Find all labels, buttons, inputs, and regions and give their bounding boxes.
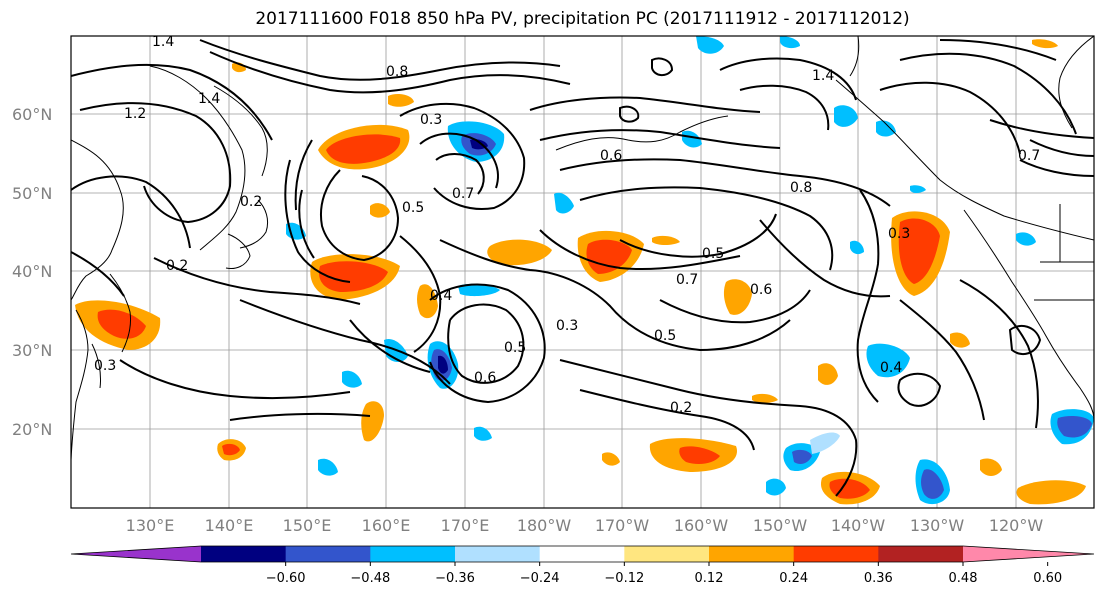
colorbar-tick-label: −0.36 bbox=[435, 571, 475, 586]
svg-text:1.2: 1.2 bbox=[124, 106, 146, 122]
svg-text:180°W: 180°W bbox=[517, 516, 572, 535]
svg-text:1.4: 1.4 bbox=[198, 91, 220, 107]
contour-labels: 1.4 1.4 1.2 0.8 0.3 0.7 0.5 0.4 0.2 0.3 … bbox=[94, 34, 1040, 416]
svg-text:160°W: 160°W bbox=[674, 516, 729, 535]
svg-text:0.3: 0.3 bbox=[888, 226, 910, 242]
colorbar-tick-label: −0.60 bbox=[266, 571, 306, 586]
svg-text:50°N: 50°N bbox=[12, 184, 52, 203]
svg-text:0.3: 0.3 bbox=[94, 358, 116, 374]
svg-text:20°N: 20°N bbox=[12, 420, 52, 439]
svg-text:170°W: 170°W bbox=[595, 516, 650, 535]
svg-text:1.4: 1.4 bbox=[812, 68, 834, 84]
colorbar-tick-label: 0.60 bbox=[1033, 571, 1062, 586]
colorbar-segment bbox=[370, 546, 456, 562]
svg-text:0.6: 0.6 bbox=[750, 282, 772, 298]
svg-text:130°E: 130°E bbox=[126, 516, 175, 535]
colorbar-segment bbox=[539, 546, 625, 562]
svg-text:0.2: 0.2 bbox=[670, 400, 692, 416]
svg-text:0.8: 0.8 bbox=[386, 64, 408, 80]
svg-text:170°E: 170°E bbox=[441, 516, 490, 535]
svg-text:130°W: 130°W bbox=[910, 516, 965, 535]
longitude-labels: 130°E 140°E 150°E 160°E 170°E 180°W 170°… bbox=[126, 516, 1044, 535]
colorbar-tick-label: −0.48 bbox=[350, 571, 390, 586]
svg-text:0.5: 0.5 bbox=[654, 328, 676, 344]
svg-text:150°W: 150°W bbox=[753, 516, 808, 535]
map-area bbox=[71, 36, 1094, 508]
colorbar: −0.60 −0.48 −0.36 −0.24 −0.12 0.12 0.24 0.36 0.4… bbox=[70, 545, 1095, 586]
colorbar-segment bbox=[878, 546, 964, 562]
svg-text:40°N: 40°N bbox=[12, 262, 52, 281]
svg-text:60°N: 60°N bbox=[12, 105, 52, 124]
colorbar-segment bbox=[455, 546, 541, 562]
map-frame bbox=[70, 35, 1095, 509]
svg-text:150°E: 150°E bbox=[283, 516, 332, 535]
svg-text:120°W: 120°W bbox=[989, 516, 1044, 535]
colorbar-segment bbox=[201, 546, 287, 562]
colorbar-segment bbox=[709, 546, 795, 562]
svg-text:160°E: 160°E bbox=[362, 516, 411, 535]
map-title: 2017111600 F018 850 hPa PV, precipitatio… bbox=[255, 9, 910, 29]
svg-text:0.5: 0.5 bbox=[702, 246, 724, 262]
colorbar-tick-label: −0.24 bbox=[520, 571, 560, 586]
coastlines bbox=[71, 36, 1094, 461]
colorbar-tick-label: 0.12 bbox=[695, 571, 724, 586]
svg-text:0.4: 0.4 bbox=[880, 360, 902, 376]
svg-text:0.6: 0.6 bbox=[474, 370, 496, 386]
svg-text:0.7: 0.7 bbox=[452, 186, 474, 202]
colorbar-extend-high bbox=[963, 546, 1094, 562]
svg-text:0.6: 0.6 bbox=[600, 148, 622, 164]
colorbar-tick-label: 0.36 bbox=[864, 571, 893, 586]
pv-contours bbox=[71, 39, 1094, 497]
colorbar-tick-label: −0.12 bbox=[604, 571, 644, 586]
colorbar-outline bbox=[70, 545, 1095, 563]
svg-text:1.4: 1.4 bbox=[152, 34, 174, 50]
svg-text:0.2: 0.2 bbox=[240, 194, 262, 210]
svg-text:0.4: 0.4 bbox=[430, 288, 452, 304]
colorbar-segment bbox=[624, 546, 710, 562]
svg-text:0.3: 0.3 bbox=[556, 318, 578, 334]
colorbar-segment bbox=[285, 546, 371, 562]
colorbar-tick-label: 0.24 bbox=[779, 571, 808, 586]
colorbar-segment bbox=[793, 546, 879, 562]
svg-text:0.3: 0.3 bbox=[420, 112, 442, 128]
svg-text:0.8: 0.8 bbox=[790, 180, 812, 196]
svg-text:0.2: 0.2 bbox=[166, 258, 188, 274]
colorbar-extend-low bbox=[71, 546, 201, 562]
svg-text:0.7: 0.7 bbox=[1018, 148, 1040, 164]
svg-text:0.7: 0.7 bbox=[676, 272, 698, 288]
latitude-labels: 60°N 50°N 40°N 30°N 20°N bbox=[12, 105, 52, 439]
svg-text:30°N: 30°N bbox=[12, 341, 52, 360]
colorbar-tick-label: 0.48 bbox=[949, 571, 978, 586]
svg-text:0.5: 0.5 bbox=[504, 340, 526, 356]
svg-text:0.5: 0.5 bbox=[402, 200, 424, 216]
svg-text:140°E: 140°E bbox=[205, 516, 254, 535]
svg-text:140°W: 140°W bbox=[831, 516, 886, 535]
